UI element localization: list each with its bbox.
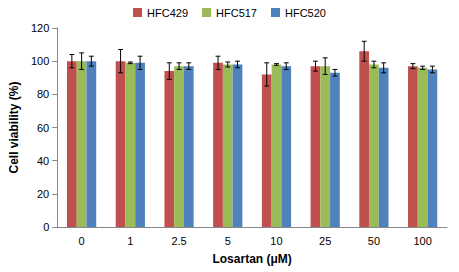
svg-text:20: 20 bbox=[37, 188, 49, 200]
svg-text:HFC520: HFC520 bbox=[285, 7, 326, 19]
svg-text:40: 40 bbox=[37, 155, 49, 167]
svg-text:Losartan (μM): Losartan (μM) bbox=[212, 252, 291, 266]
svg-text:100: 100 bbox=[413, 235, 431, 247]
svg-text:80: 80 bbox=[37, 88, 49, 100]
svg-text:2.5: 2.5 bbox=[171, 235, 186, 247]
svg-text:Cell viability (%): Cell viability (%) bbox=[7, 81, 21, 173]
svg-text:HFC429: HFC429 bbox=[147, 7, 188, 19]
svg-text:50: 50 bbox=[368, 235, 380, 247]
svg-text:10: 10 bbox=[270, 235, 282, 247]
svg-text:100: 100 bbox=[31, 55, 49, 67]
svg-text:0: 0 bbox=[43, 221, 49, 233]
svg-text:0: 0 bbox=[79, 235, 85, 247]
svg-text:5: 5 bbox=[225, 235, 231, 247]
svg-text:25: 25 bbox=[319, 235, 331, 247]
svg-text:HFC517: HFC517 bbox=[216, 7, 257, 19]
svg-text:120: 120 bbox=[31, 22, 49, 34]
svg-text:60: 60 bbox=[37, 122, 49, 134]
svg-text:1: 1 bbox=[127, 235, 133, 247]
